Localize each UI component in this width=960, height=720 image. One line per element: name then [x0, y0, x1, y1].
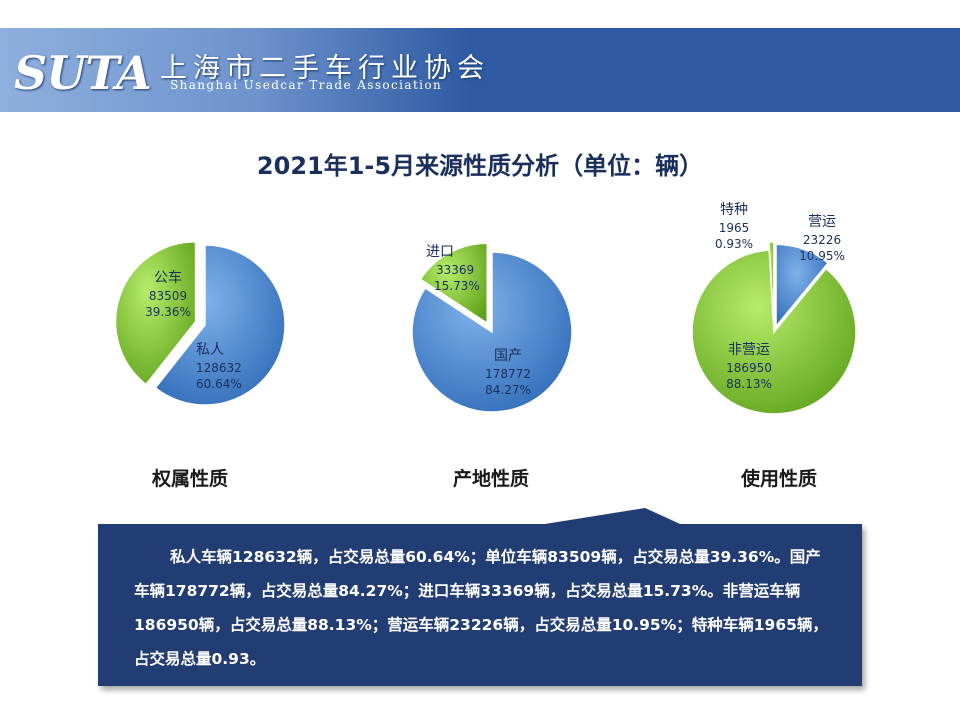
chart-title: 2021年1-5月来源性质分析（单位：辆） — [256, 152, 704, 180]
pie-charts — [114, 240, 857, 415]
pie-slice-2-2 — [768, 241, 775, 325]
slice-label-tezhong: 特种 1965 0.93% — [714, 202, 754, 251]
pie-slice-0-1 — [114, 240, 197, 386]
suta-logo: SUTA — [14, 46, 152, 100]
slice-label-jinkou: 进口 33369 15.73% — [426, 244, 480, 293]
caption-usage: 使用性质 — [741, 468, 818, 490]
pie-slice-2-0 — [775, 243, 830, 329]
slice-label-gongche: 公车 83509 39.36% — [145, 270, 191, 319]
pie-slice-1-1 — [419, 242, 489, 325]
slice-label-feiyingyun: 非营运 186950 88.13% — [726, 342, 772, 391]
pie-slice-2-1 — [691, 249, 857, 415]
org-name-chinese: 上海市二手车行业协会 — [160, 53, 490, 84]
pie-slice-0-0 — [154, 244, 286, 406]
pie-ownership — [114, 240, 286, 406]
summary-text: 私人车辆128632辆，占交易总量60.64%；单位车辆83509辆，占交易总量… — [134, 548, 828, 668]
org-name-english: Shanghai Usedcar Trade Association — [170, 78, 443, 92]
pie-usage — [691, 241, 857, 415]
caption-origin: 产地性质 — [453, 468, 530, 490]
slice-label-siren: 私人 128632 60.64% — [196, 342, 242, 391]
header-banner — [0, 28, 960, 112]
pie-slice-1-0 — [411, 251, 573, 413]
pie-origin — [411, 242, 573, 413]
caption-ownership: 权属性质 — [152, 468, 229, 490]
header-gradient — [0, 28, 470, 112]
summary-box — [98, 508, 862, 686]
slice-label-yingyun: 营运 23226 10.95% — [799, 214, 845, 263]
slice-label-guochan: 国产 178772 84.27% — [485, 348, 531, 397]
